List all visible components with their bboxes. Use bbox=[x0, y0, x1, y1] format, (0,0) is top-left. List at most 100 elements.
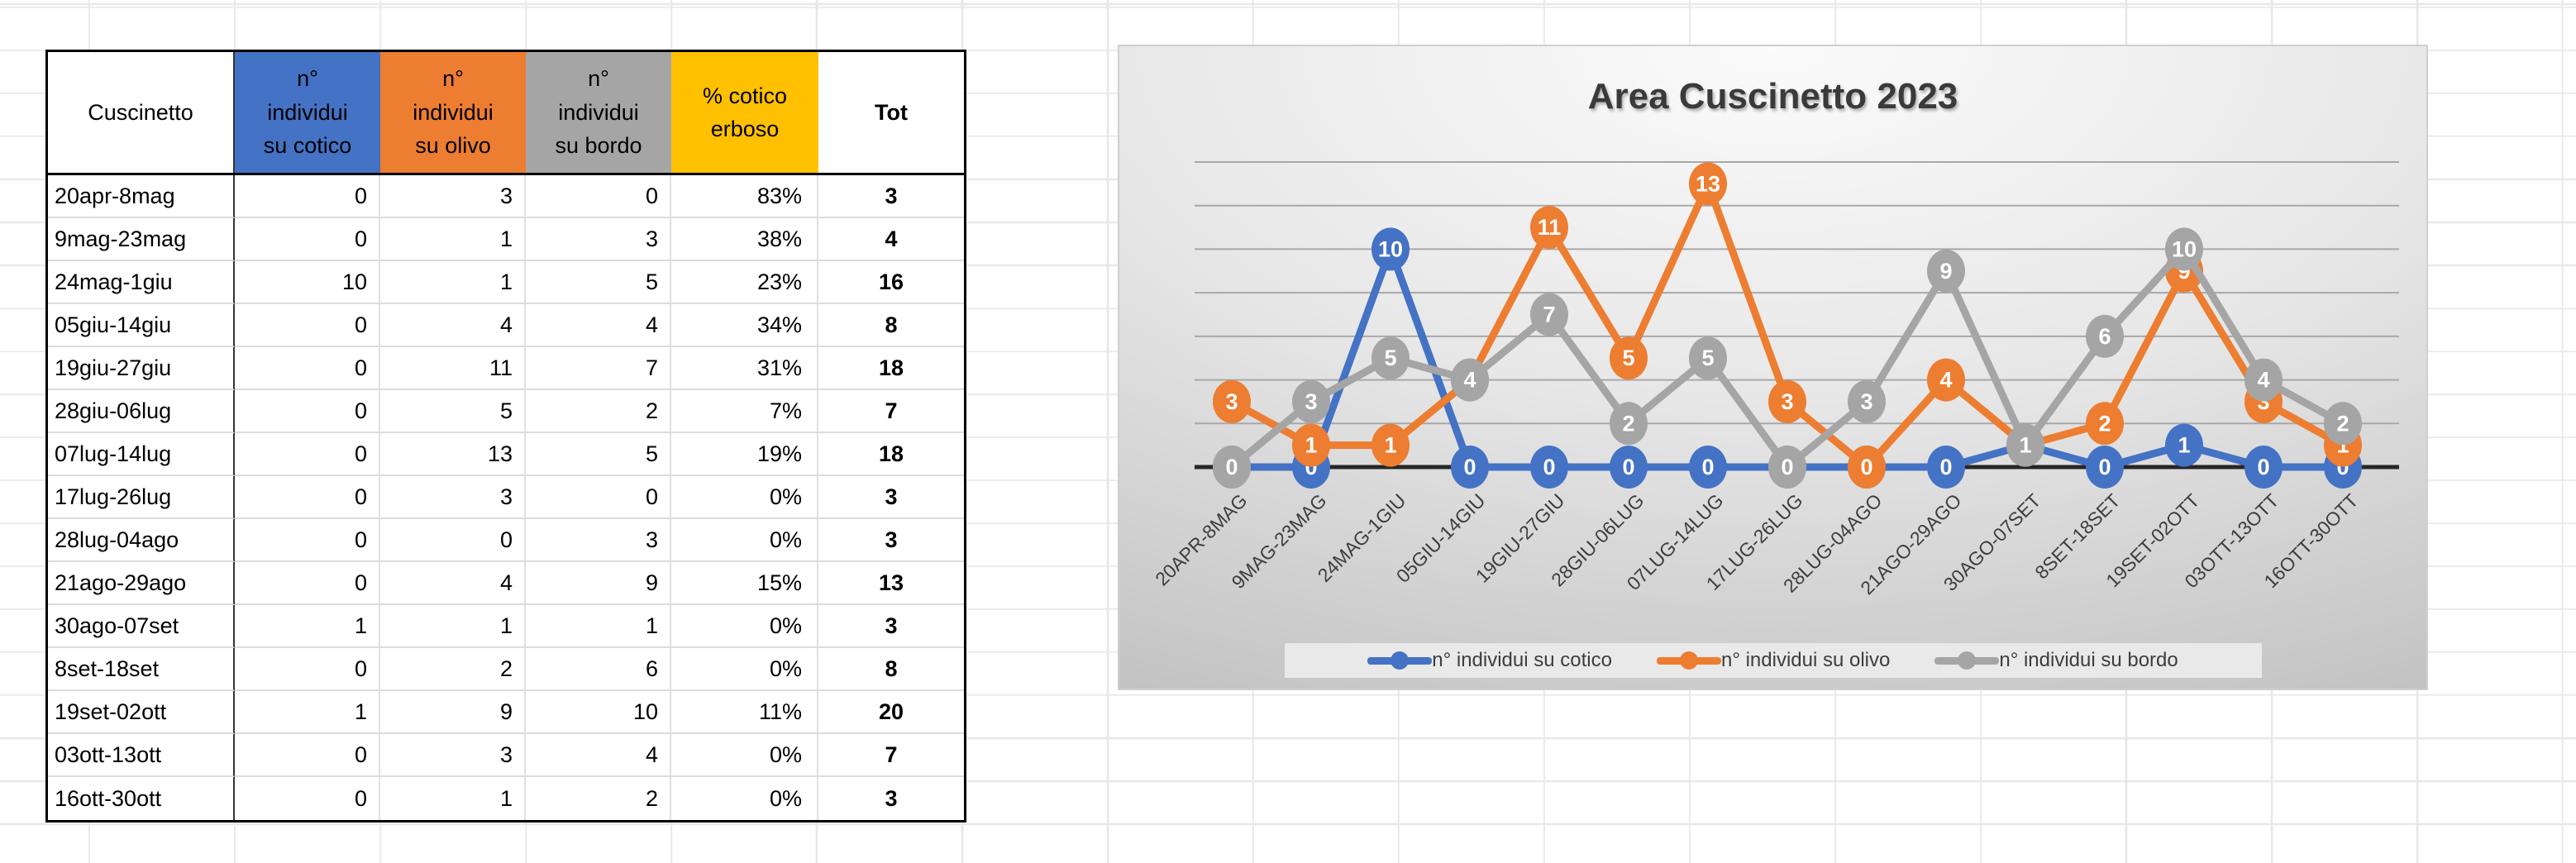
data-marker[interactable] bbox=[1451, 358, 1489, 402]
data-marker[interactable] bbox=[1610, 402, 1648, 446]
data-marker[interactable] bbox=[2244, 446, 2283, 489]
data-marker[interactable] bbox=[1610, 336, 1648, 380]
data-marker[interactable] bbox=[1689, 162, 1727, 206]
cell-tot-row7[interactable]: 18 bbox=[818, 433, 964, 476]
cell-cotico-row1[interactable]: 0 bbox=[235, 175, 380, 218]
cell-olivo-row8[interactable]: 3 bbox=[380, 476, 526, 519]
data-marker[interactable] bbox=[1927, 358, 1965, 402]
data-marker[interactable] bbox=[2324, 402, 2362, 446]
cell-bordo-row1[interactable]: 0 bbox=[526, 175, 671, 218]
cell-perc-row3[interactable]: 23% bbox=[671, 261, 818, 304]
chart-title[interactable]: Area Cuscinetto 2023 bbox=[1587, 76, 1958, 117]
cell-olivo-row7[interactable]: 13 bbox=[380, 433, 526, 476]
col-header-olivo[interactable]: n° individui su olivo bbox=[380, 52, 526, 173]
cell-bordo-row8[interactable]: 0 bbox=[526, 476, 671, 519]
cell-perc-row14[interactable]: 0% bbox=[671, 734, 818, 777]
cell-bordo-row12[interactable]: 6 bbox=[526, 648, 671, 691]
cell-cotico-row3[interactable]: 10 bbox=[235, 261, 380, 304]
cell-tot-row8[interactable]: 3 bbox=[818, 476, 964, 519]
cell-period-row8[interactable]: 17lug-26lug bbox=[48, 476, 235, 519]
cell-perc-row11[interactable]: 0% bbox=[671, 605, 818, 648]
data-marker[interactable] bbox=[2086, 314, 2124, 358]
cell-bordo-row11[interactable]: 1 bbox=[526, 605, 671, 648]
cell-perc-row15[interactable]: 0% bbox=[671, 777, 818, 820]
cell-bordo-row14[interactable]: 4 bbox=[526, 734, 671, 777]
legend-item-olivo[interactable]: n° individui su olivo bbox=[1656, 649, 1890, 672]
data-marker[interactable] bbox=[1292, 423, 1330, 467]
cell-cotico-row8[interactable]: 0 bbox=[235, 476, 380, 519]
cell-bordo-row4[interactable]: 4 bbox=[526, 304, 671, 347]
cell-perc-row12[interactable]: 0% bbox=[671, 648, 818, 691]
cell-perc-row13[interactable]: 11% bbox=[671, 691, 818, 734]
data-marker[interactable] bbox=[1848, 379, 1886, 423]
cell-period-row10[interactable]: 21ago-29ago bbox=[48, 562, 235, 605]
cell-olivo-row15[interactable]: 1 bbox=[380, 777, 526, 820]
cell-olivo-row4[interactable]: 4 bbox=[380, 304, 526, 347]
data-marker[interactable] bbox=[2086, 402, 2124, 446]
cell-tot-row10[interactable]: 13 bbox=[818, 562, 964, 605]
cell-perc-row8[interactable]: 0% bbox=[671, 476, 818, 519]
cell-cotico-row4[interactable]: 0 bbox=[235, 304, 380, 347]
cell-perc-row6[interactable]: 7% bbox=[671, 390, 818, 433]
cell-period-row11[interactable]: 30ago-07set bbox=[48, 605, 235, 648]
cell-cotico-row15[interactable]: 0 bbox=[235, 777, 380, 820]
cell-period-row13[interactable]: 19set-02ott bbox=[48, 691, 235, 734]
data-marker[interactable] bbox=[1530, 446, 1568, 489]
cell-tot-row9[interactable]: 3 bbox=[818, 519, 964, 562]
data-marker[interactable] bbox=[1213, 446, 1251, 489]
cell-period-row14[interactable]: 03ott-13ott bbox=[48, 734, 235, 777]
data-marker[interactable] bbox=[2165, 423, 2203, 467]
data-marker[interactable] bbox=[1451, 446, 1489, 489]
cell-cotico-row10[interactable]: 0 bbox=[235, 562, 380, 605]
cell-bordo-row6[interactable]: 2 bbox=[526, 390, 671, 433]
cell-period-row9[interactable]: 28lug-04ago bbox=[48, 519, 235, 562]
cell-bordo-row7[interactable]: 5 bbox=[526, 433, 671, 476]
data-marker[interactable] bbox=[1927, 446, 1965, 489]
cell-period-row1[interactable]: 20apr-8mag bbox=[48, 175, 235, 218]
cell-tot-row14[interactable]: 7 bbox=[818, 734, 964, 777]
cell-perc-row1[interactable]: 83% bbox=[671, 175, 818, 218]
cell-olivo-row6[interactable]: 5 bbox=[380, 390, 526, 433]
cell-tot-row13[interactable]: 20 bbox=[818, 691, 964, 734]
data-marker[interactable] bbox=[1768, 379, 1806, 423]
col-header-period[interactable]: Cuscinetto bbox=[48, 52, 235, 173]
data-marker[interactable] bbox=[2244, 358, 2283, 402]
data-marker[interactable] bbox=[1371, 336, 1410, 380]
cell-tot-row15[interactable]: 3 bbox=[885, 785, 898, 811]
cell-cotico-row6[interactable]: 0 bbox=[235, 390, 380, 433]
chart-legend[interactable]: n° individui su cotico n° individui su o… bbox=[1284, 643, 2262, 678]
cell-cotico-row2[interactable]: 0 bbox=[235, 218, 380, 261]
cell-tot-row2[interactable]: 4 bbox=[818, 218, 964, 261]
data-marker[interactable] bbox=[1371, 227, 1410, 271]
data-marker[interactable] bbox=[1848, 446, 1886, 489]
cell-bordo-row3[interactable]: 5 bbox=[526, 261, 671, 304]
cell-olivo-row2[interactable]: 1 bbox=[380, 218, 526, 261]
cell-perc-row7[interactable]: 19% bbox=[671, 433, 818, 476]
data-marker[interactable] bbox=[1768, 446, 1806, 489]
cell-bordo-row2[interactable]: 3 bbox=[526, 218, 671, 261]
cell-tot-row12[interactable]: 8 bbox=[818, 648, 964, 691]
cell-olivo-row9[interactable]: 0 bbox=[380, 519, 526, 562]
cell-bordo-row5[interactable]: 7 bbox=[526, 347, 671, 390]
cell-tot-row5[interactable]: 18 bbox=[818, 347, 964, 390]
cell-perc-row10[interactable]: 15% bbox=[671, 562, 818, 605]
cell-cotico-row12[interactable]: 0 bbox=[235, 648, 380, 691]
col-header-perc[interactable]: % cotico erboso bbox=[671, 52, 818, 173]
cell-cotico-row5[interactable]: 0 bbox=[235, 347, 380, 390]
cell-tot-row6[interactable]: 7 bbox=[818, 390, 964, 433]
legend-item-cotico[interactable]: n° individui su cotico bbox=[1367, 649, 1612, 672]
cell-bordo-row15[interactable]: 2 bbox=[526, 777, 671, 820]
data-marker[interactable] bbox=[1610, 446, 1648, 489]
data-marker[interactable] bbox=[1689, 336, 1727, 380]
cell-cotico-row11[interactable]: 1 bbox=[235, 605, 380, 648]
cell-olivo-row5[interactable]: 11 bbox=[380, 347, 526, 390]
cell-olivo-row1[interactable]: 3 bbox=[380, 175, 526, 218]
cell-perc-row5[interactable]: 31% bbox=[671, 347, 818, 390]
cell-bordo-row9[interactable]: 3 bbox=[526, 519, 671, 562]
data-marker[interactable] bbox=[1530, 293, 1568, 336]
cell-olivo-row10[interactable]: 4 bbox=[380, 562, 526, 605]
cell-tot-row1[interactable]: 3 bbox=[818, 175, 964, 218]
cell-olivo-row12[interactable]: 2 bbox=[380, 648, 526, 691]
data-marker[interactable] bbox=[2165, 227, 2203, 271]
cell-tot-row4[interactable]: 8 bbox=[818, 304, 964, 347]
